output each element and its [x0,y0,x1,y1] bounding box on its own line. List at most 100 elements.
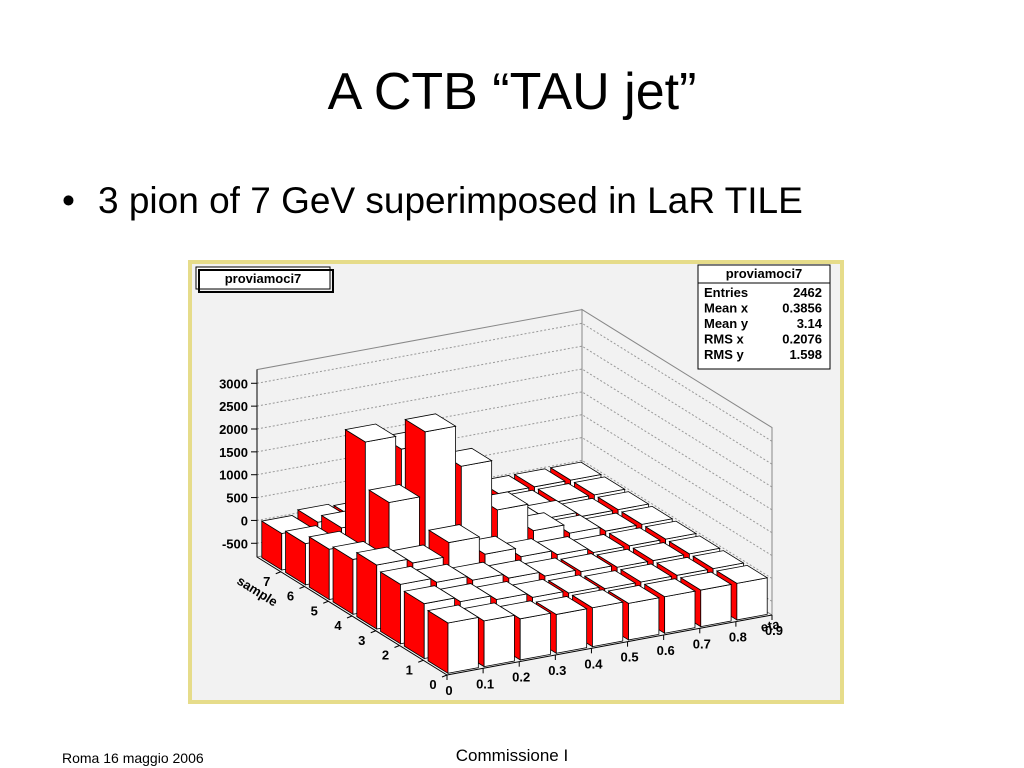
hist-title: proviamoci7 [225,271,302,286]
bar-top [355,546,409,566]
bar-front [736,577,768,621]
bar-top [404,413,457,433]
bar-side [356,551,378,630]
y-tick-label: 4 [334,618,342,633]
y-tick [346,615,353,619]
y-tick-label: 0 [429,677,436,692]
y-tick [394,645,400,648]
bar-top [715,564,769,584]
y-tick [299,586,305,589]
y-axis [256,556,448,676]
bar-top [643,578,697,598]
x-tick-label: 0.1 [476,676,494,691]
stats-label: Mean x [704,301,749,316]
y-tick-label: 1 [406,662,413,677]
z-tick-label: 500 [226,491,248,506]
x-tick-label: 0.6 [657,643,675,658]
bar-top [547,574,601,594]
x-tick-label: 0 [445,683,452,698]
bar-top [344,423,397,443]
x-axis-title: eta [759,616,781,635]
x-tick-label: 0.9 [765,623,783,638]
bar-top [549,461,603,481]
bar-top [403,585,456,605]
bar-front [664,590,696,634]
stats-value: 0.3856 [782,301,822,316]
z-tick-label: 1000 [219,468,248,483]
y-tick [275,571,281,575]
y-tick-label: 7 [263,574,270,589]
stats-label: RMS x [704,332,745,347]
bar-top [368,484,421,503]
stats-value: 3.14 [797,316,823,331]
y-tick-label: 3 [358,633,365,648]
bar-top [620,505,674,525]
z-tick-label: -500 [222,536,248,551]
hist-title-shadow [198,269,334,293]
stats-label: Mean y [704,316,749,331]
footer-left: Roma 16 maggio 2006 [62,750,204,766]
bar-top [597,491,650,511]
bar-front [555,608,588,654]
y-tick [418,659,424,663]
bar-top [668,535,721,555]
bar-top [573,476,626,496]
z-tick-label: 2000 [219,422,248,437]
stats-label: Entries [704,285,748,300]
stats-title: proviamoci7 [726,266,803,281]
x-tick-label: 0.4 [584,656,603,671]
bar-top [379,565,432,585]
x-tick-label: 0.8 [729,630,747,645]
z-tick-label: 1500 [219,445,248,460]
z-tick-label: 0 [241,513,248,528]
bar-front [592,601,624,648]
footer-center: Commissione I [455,746,569,765]
bar-top [583,570,637,590]
y-tick [323,600,329,604]
bar-top [655,556,709,576]
y-tick-label: 5 [311,603,318,618]
bar-front [483,614,515,668]
stats-value: 2462 [793,285,822,300]
stats-value: 0.2076 [782,332,822,347]
bar-top [608,527,661,547]
bar-top [571,589,624,609]
bar-top [426,604,480,624]
bar-top [535,596,588,615]
bar-top [692,550,745,570]
bar-top [560,553,613,573]
slide-title: A CTB “TAU jet” [327,63,697,121]
bar-front [519,612,551,661]
bar-top [644,520,698,540]
bullet-text: 3 pion of 7 GeV superimposed in LaR TILE [98,180,803,221]
x-tick-label: 0.7 [693,636,711,651]
y-tick-label: 2 [382,648,389,663]
bar-top [537,483,590,502]
bar [426,604,480,675]
x-axis [446,614,773,676]
z-tick-label: 3000 [219,376,248,391]
bullet: • 3 pion of 7 GeV superimposed in LaR TIL… [62,180,803,221]
y-tick [441,674,448,678]
stats-label: RMS y [704,347,745,362]
bar-front [700,583,732,628]
bar-top [607,584,660,604]
x-tick-label: 0.3 [548,663,566,678]
bar-top [513,468,566,488]
stats-value: 1.598 [789,347,822,362]
x-tick-label: 0.2 [512,670,530,685]
y-tick [370,630,376,634]
x-tick-label: 0.5 [621,650,639,665]
y-tick-label: 6 [287,589,294,604]
z-tick-label: 2500 [219,399,248,414]
hist-title-box [195,266,331,290]
stats-box [697,264,831,370]
bar-top [619,563,673,583]
bar-top [632,542,685,561]
bar-front [628,597,660,641]
bar-top [679,571,733,591]
bar-top [427,524,481,543]
bar-top [596,548,649,568]
